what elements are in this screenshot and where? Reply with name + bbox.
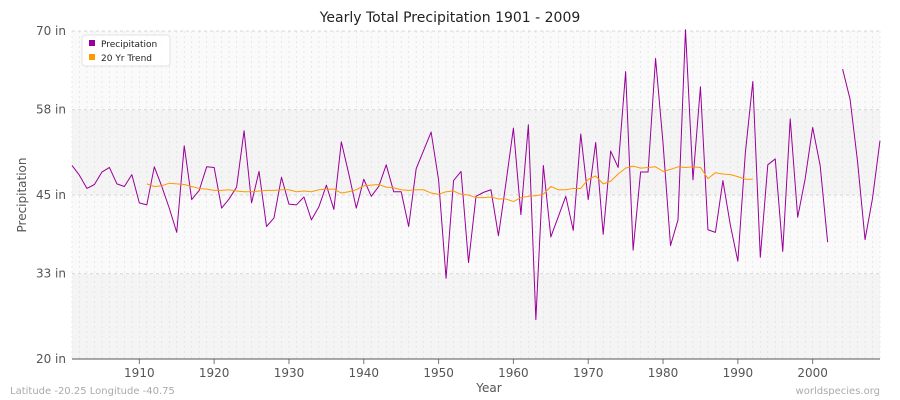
source-footer: worldspecies.org: [796, 386, 880, 397]
y-tick-label: 33 in: [36, 267, 66, 281]
x-tick-label: 1970: [573, 366, 604, 380]
series-layer: [71, 29, 881, 321]
y-axis-ticks: 20 in 33 in 45 in 58 in 70 in: [36, 24, 66, 366]
x-tick-label: 1950: [423, 366, 454, 380]
y-tick-label: 20 in: [36, 352, 66, 366]
x-tick-label: 1920: [199, 366, 230, 380]
legend-swatch-precipitation: [89, 40, 95, 46]
x-tick-label: 1940: [349, 366, 380, 380]
x-axis-label: Year: [475, 381, 501, 395]
coordinates-footer: Latitude -20.25 Longitude -40.75: [10, 386, 175, 397]
y-axis-label: Precipitation: [15, 157, 29, 232]
x-tick-label: 1960: [498, 366, 529, 380]
y-tick-label: 45 in: [36, 188, 66, 202]
chart-title: Yearly Total Precipitation 1901 - 2009: [319, 10, 581, 26]
legend-box: [81, 34, 171, 67]
legend-label-precipitation: Precipitation: [101, 40, 157, 50]
x-axis-ticks: 1910 1920 1930 1940 1950 1960 1970 1980 1990 2000: [124, 359, 828, 380]
legend: Precipitation 20 Yr Trend: [81, 34, 171, 67]
trend-line: [146, 165, 753, 203]
x-tick-label: 2000: [797, 366, 828, 380]
legend-label-trend: 20 Yr Trend: [101, 54, 152, 64]
y-tick-label: 70 in: [36, 24, 66, 38]
x-tick-label: 1980: [648, 366, 679, 380]
x-tick-label: 1910: [124, 366, 155, 380]
x-tick-label: 1990: [723, 366, 754, 380]
plot-band: [72, 195, 880, 274]
precipitation-line: [71, 29, 881, 321]
legend-swatch-trend: [89, 54, 95, 60]
y-tick-label: 58 in: [36, 103, 66, 117]
x-tick-label: 1930: [274, 366, 305, 380]
